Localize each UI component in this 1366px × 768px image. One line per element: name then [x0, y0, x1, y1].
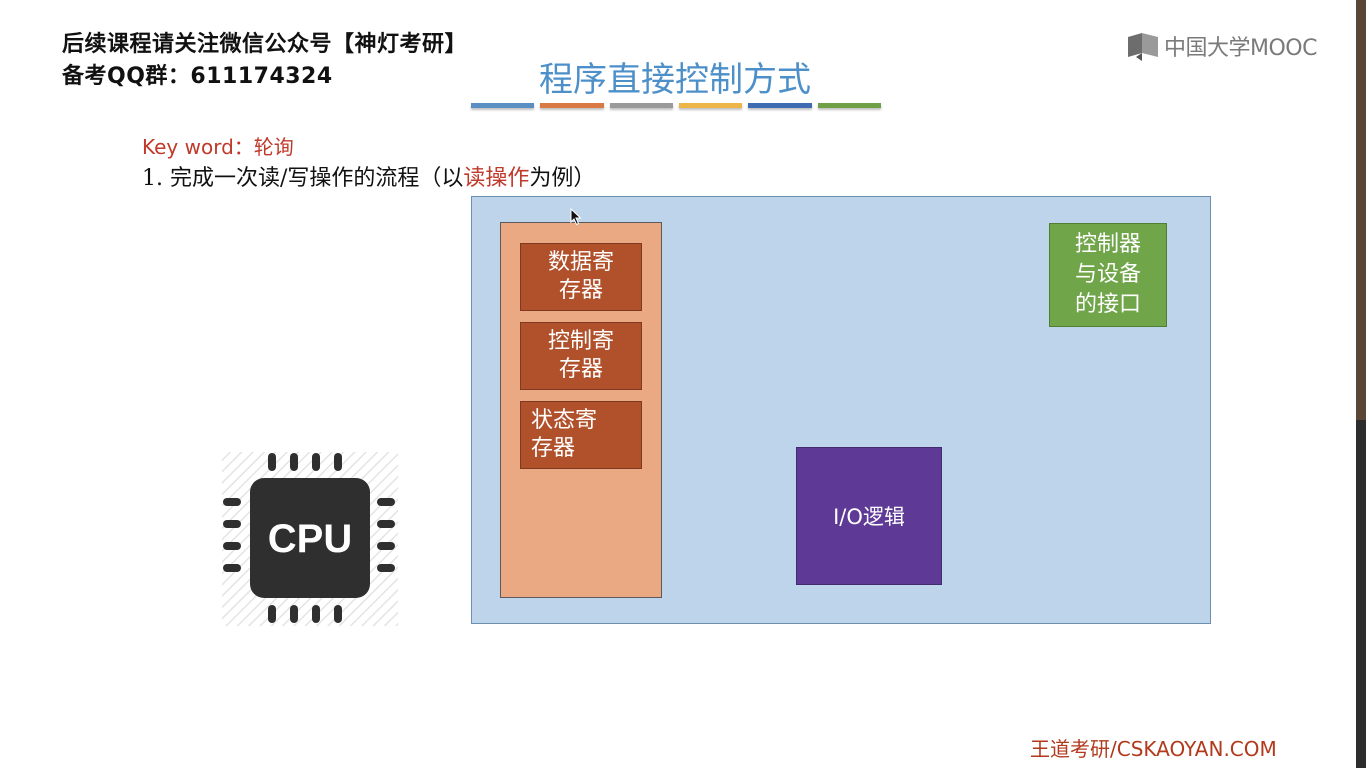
interface-label-line1: 控制器	[1074, 232, 1141, 257]
mouse-pointer-icon	[570, 208, 582, 226]
step-highlight: 读操作	[463, 166, 530, 191]
step-suffix: 为例）	[529, 166, 596, 191]
controller-device-interface: 控制器 与设备 的接口	[1049, 223, 1167, 327]
title-bar	[609, 103, 673, 108]
title-bar	[678, 103, 743, 108]
watermark-line2: 备考QQ群：611174324	[62, 64, 333, 89]
cpu-chip-icon: CPU	[222, 452, 398, 626]
cpu-label: CPU	[268, 517, 352, 561]
title-underline-bars	[471, 103, 881, 109]
register-label-line2: 存器	[558, 357, 603, 382]
interface-label-line2: 与设备	[1074, 262, 1141, 287]
status-register: 状态寄 存器	[520, 401, 642, 469]
title-bar	[540, 103, 604, 108]
slide-title: 程序直接控制方式	[539, 60, 811, 100]
keyword-line: Key word：轮询	[142, 135, 294, 159]
register-label-line2: 存器	[531, 436, 576, 461]
mooc-logo-text: 中国大学MOOC	[1164, 36, 1317, 61]
register-label-line1: 数据寄	[547, 250, 614, 275]
io-logic-block: I/O逻辑	[796, 447, 942, 585]
watermark-line1: 后续课程请关注微信公众号【神灯考研】	[62, 32, 468, 57]
interface-label-line3: 的接口	[1074, 292, 1141, 317]
data-register: 数据寄 存器	[520, 243, 642, 311]
title-bar	[817, 103, 881, 108]
title-bar	[748, 103, 812, 108]
io-logic-label: I/O逻辑	[833, 505, 905, 529]
window-edge	[1356, 0, 1366, 768]
register-label-line1: 控制寄	[547, 329, 614, 354]
register-label-line2: 存器	[558, 278, 603, 303]
register-label-line1: 状态寄	[531, 408, 598, 433]
title-bar	[471, 103, 535, 108]
mooc-logo: 中国大学MOOC	[1126, 30, 1317, 62]
mooc-logo-icon	[1128, 33, 1158, 61]
footer-watermark: 王道考研/CSKAOYAN.COM	[1030, 737, 1277, 761]
step-line: 1. 完成一次读/写操作的流程（以读操作为例）	[142, 160, 595, 192]
control-register: 控制寄 存器	[520, 322, 642, 390]
step-prefix: 1. 完成一次读/写操作的流程（以	[142, 166, 464, 191]
